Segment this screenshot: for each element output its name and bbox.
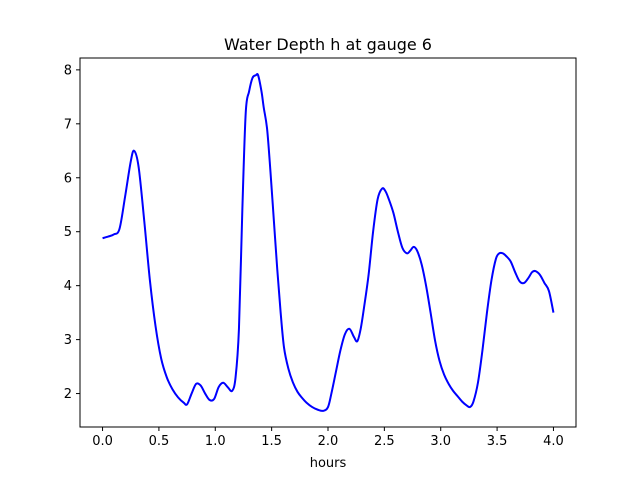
y-tick-label: 3 [64, 333, 72, 348]
series-line [102, 72, 555, 412]
plot-area-frame [79, 57, 577, 428]
y-tick-label: 2 [64, 387, 72, 402]
x-tick-label: 1.5 [261, 434, 282, 449]
chart-title: Water Depth h at gauge 6 [224, 35, 432, 54]
x-axis-ticks: 0.0 0.5 1.0 1.5 2.0 2.5 3.0 3.5 4.0 [92, 427, 564, 449]
x-tick-label: 4.0 [543, 434, 564, 449]
x-tick-label: 3.5 [487, 434, 508, 449]
x-tick-label: 0.5 [149, 434, 170, 449]
x-axis-label: hours [310, 456, 347, 471]
x-tick-label: 0.0 [92, 434, 113, 449]
y-axis-ticks: 2 3 4 5 6 7 8 [64, 63, 80, 402]
x-tick-label: 3.0 [430, 434, 451, 449]
y-tick-label: 6 [64, 171, 72, 186]
y-tick-label: 4 [64, 279, 72, 294]
x-tick-label: 2.0 [318, 434, 339, 449]
y-tick-label: 5 [64, 225, 72, 240]
x-tick-label: 1.0 [205, 434, 226, 449]
x-tick-label: 2.5 [374, 434, 395, 449]
y-tick-label: 8 [64, 63, 72, 78]
y-tick-label: 7 [64, 117, 72, 132]
plot-lines [102, 72, 555, 412]
